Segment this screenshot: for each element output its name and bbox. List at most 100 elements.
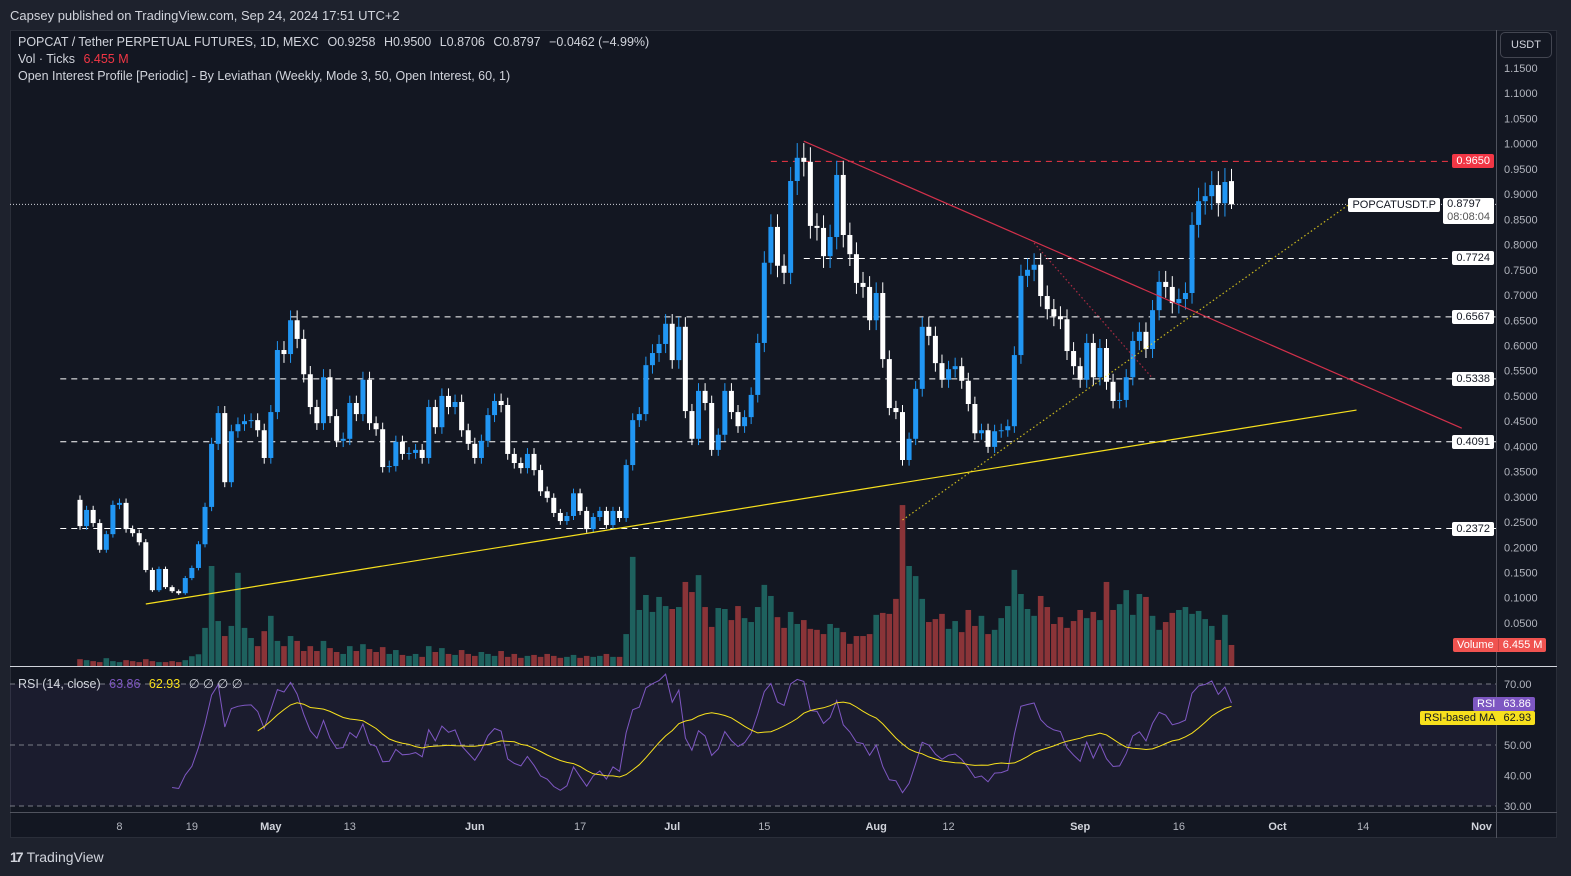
price-tick-label: 0.4000	[1504, 441, 1538, 453]
candle-body	[373, 423, 379, 430]
candle-body	[136, 533, 142, 543]
volume-bar	[228, 625, 235, 666]
candle	[1031, 253, 1037, 282]
candle-body	[123, 502, 129, 530]
level-price-tag: 0.6567	[1452, 309, 1494, 324]
candle-body	[1189, 224, 1195, 294]
candle-body	[1018, 275, 1024, 356]
candle-body	[669, 323, 675, 361]
time-tick-label: 16	[1173, 821, 1185, 833]
candle-body	[946, 369, 952, 380]
indicator-legend[interactable]: Open Interest Profile [Periodic] - By Le…	[18, 69, 515, 83]
volume-bar	[794, 623, 801, 666]
volume-bar	[649, 611, 656, 666]
candle-body	[610, 510, 616, 526]
candle-body	[544, 491, 550, 498]
yellow-solid-trendline[interactable]	[145, 409, 1357, 605]
candle-body	[327, 377, 333, 417]
candle	[439, 388, 445, 434]
candle	[169, 585, 175, 593]
candle	[998, 423, 1004, 438]
volume-bar	[432, 651, 439, 666]
candle	[906, 432, 912, 466]
candle	[709, 395, 715, 456]
volume-bar	[945, 628, 952, 666]
volume-bar	[603, 653, 610, 666]
yellow-dotted-trendline[interactable]	[902, 198, 1357, 521]
volume-bar	[715, 608, 722, 666]
volume-bar	[221, 636, 228, 666]
candle	[689, 403, 695, 446]
currency-button[interactable]: USDT	[1500, 32, 1552, 58]
candle-body	[307, 374, 313, 408]
candle-body	[524, 453, 530, 469]
volume-bar	[524, 655, 531, 666]
candle-body	[169, 587, 175, 592]
candle-body	[426, 407, 432, 458]
rsi-tick-label: 40.00	[1504, 771, 1532, 783]
symbol-legend[interactable]: POPCAT / Tether PERPETUAL FUTURES, 1D, M…	[18, 35, 654, 49]
candle-body	[985, 430, 991, 447]
candle-body	[597, 510, 603, 518]
symbol-title[interactable]: POPCAT / Tether PERPETUAL FUTURES, 1D, M…	[18, 35, 320, 49]
volume-bar	[820, 634, 827, 666]
candle	[564, 512, 570, 525]
candle	[873, 282, 879, 331]
price-tick-label: 0.8500	[1504, 214, 1538, 226]
volume-bar	[886, 613, 893, 666]
candle	[551, 493, 557, 518]
candle-body	[774, 226, 780, 266]
candle	[1005, 419, 1011, 437]
footer-brand[interactable]: 17 TradingView	[10, 849, 104, 865]
chart-panel[interactable]	[10, 30, 1557, 838]
volume-bar	[958, 632, 965, 666]
candle	[1077, 357, 1083, 388]
symbol-price-tag: POPCATUSDT.P	[1348, 198, 1440, 212]
volume-bar	[583, 655, 590, 666]
candle-body	[1117, 399, 1123, 401]
volume-bar	[162, 662, 169, 666]
volume-bar	[1123, 590, 1130, 666]
candle	[768, 214, 774, 275]
candle-body	[143, 542, 149, 570]
candle-body	[189, 567, 195, 579]
candle-body	[886, 359, 892, 409]
candle	[557, 508, 563, 525]
rsi-tag-label: RSI	[1477, 698, 1496, 710]
volume-bar	[1031, 615, 1037, 666]
trendlines[interactable]	[145, 140, 1463, 605]
price-tick-label: 0.1500	[1504, 568, 1538, 580]
candle	[1215, 171, 1221, 217]
candle-body	[1110, 381, 1116, 401]
candle-body	[781, 265, 787, 273]
candle	[202, 502, 208, 548]
volume-bar	[399, 654, 406, 666]
volume-bar	[1083, 618, 1090, 666]
volume-bar	[682, 581, 689, 666]
candle	[228, 424, 234, 488]
candle-body	[288, 320, 294, 355]
candle-body	[360, 379, 366, 415]
volume-bar	[853, 636, 860, 666]
candle-body	[689, 411, 695, 439]
volume-bar	[978, 615, 985, 666]
rsi-legend[interactable]: RSI (14, close) 63.86 62.93 ∅ ∅ ∅ ∅	[18, 676, 248, 691]
axes[interactable]: 1.1500 1.1000 1.0500 1.0000 0.9500 0.9000 0.85…	[116, 63, 1537, 833]
candle	[880, 282, 886, 368]
candle-body	[722, 390, 728, 435]
red-solid-trendline[interactable]	[803, 140, 1463, 429]
volume-bar	[452, 654, 458, 666]
candle-body	[840, 174, 846, 235]
candle	[853, 242, 859, 294]
volume-bar	[241, 627, 248, 666]
bar-countdown: 08:08:04	[1447, 211, 1490, 223]
volume-bar	[412, 653, 419, 666]
volume-legend[interactable]: Vol · Ticks 6.455 M	[18, 52, 134, 66]
candle-body	[623, 465, 629, 519]
volume-bar	[136, 662, 143, 666]
volume-bar	[103, 658, 110, 666]
price-tick-label: 0.2500	[1504, 517, 1538, 529]
candle-body	[715, 434, 721, 450]
candle	[1025, 258, 1031, 288]
